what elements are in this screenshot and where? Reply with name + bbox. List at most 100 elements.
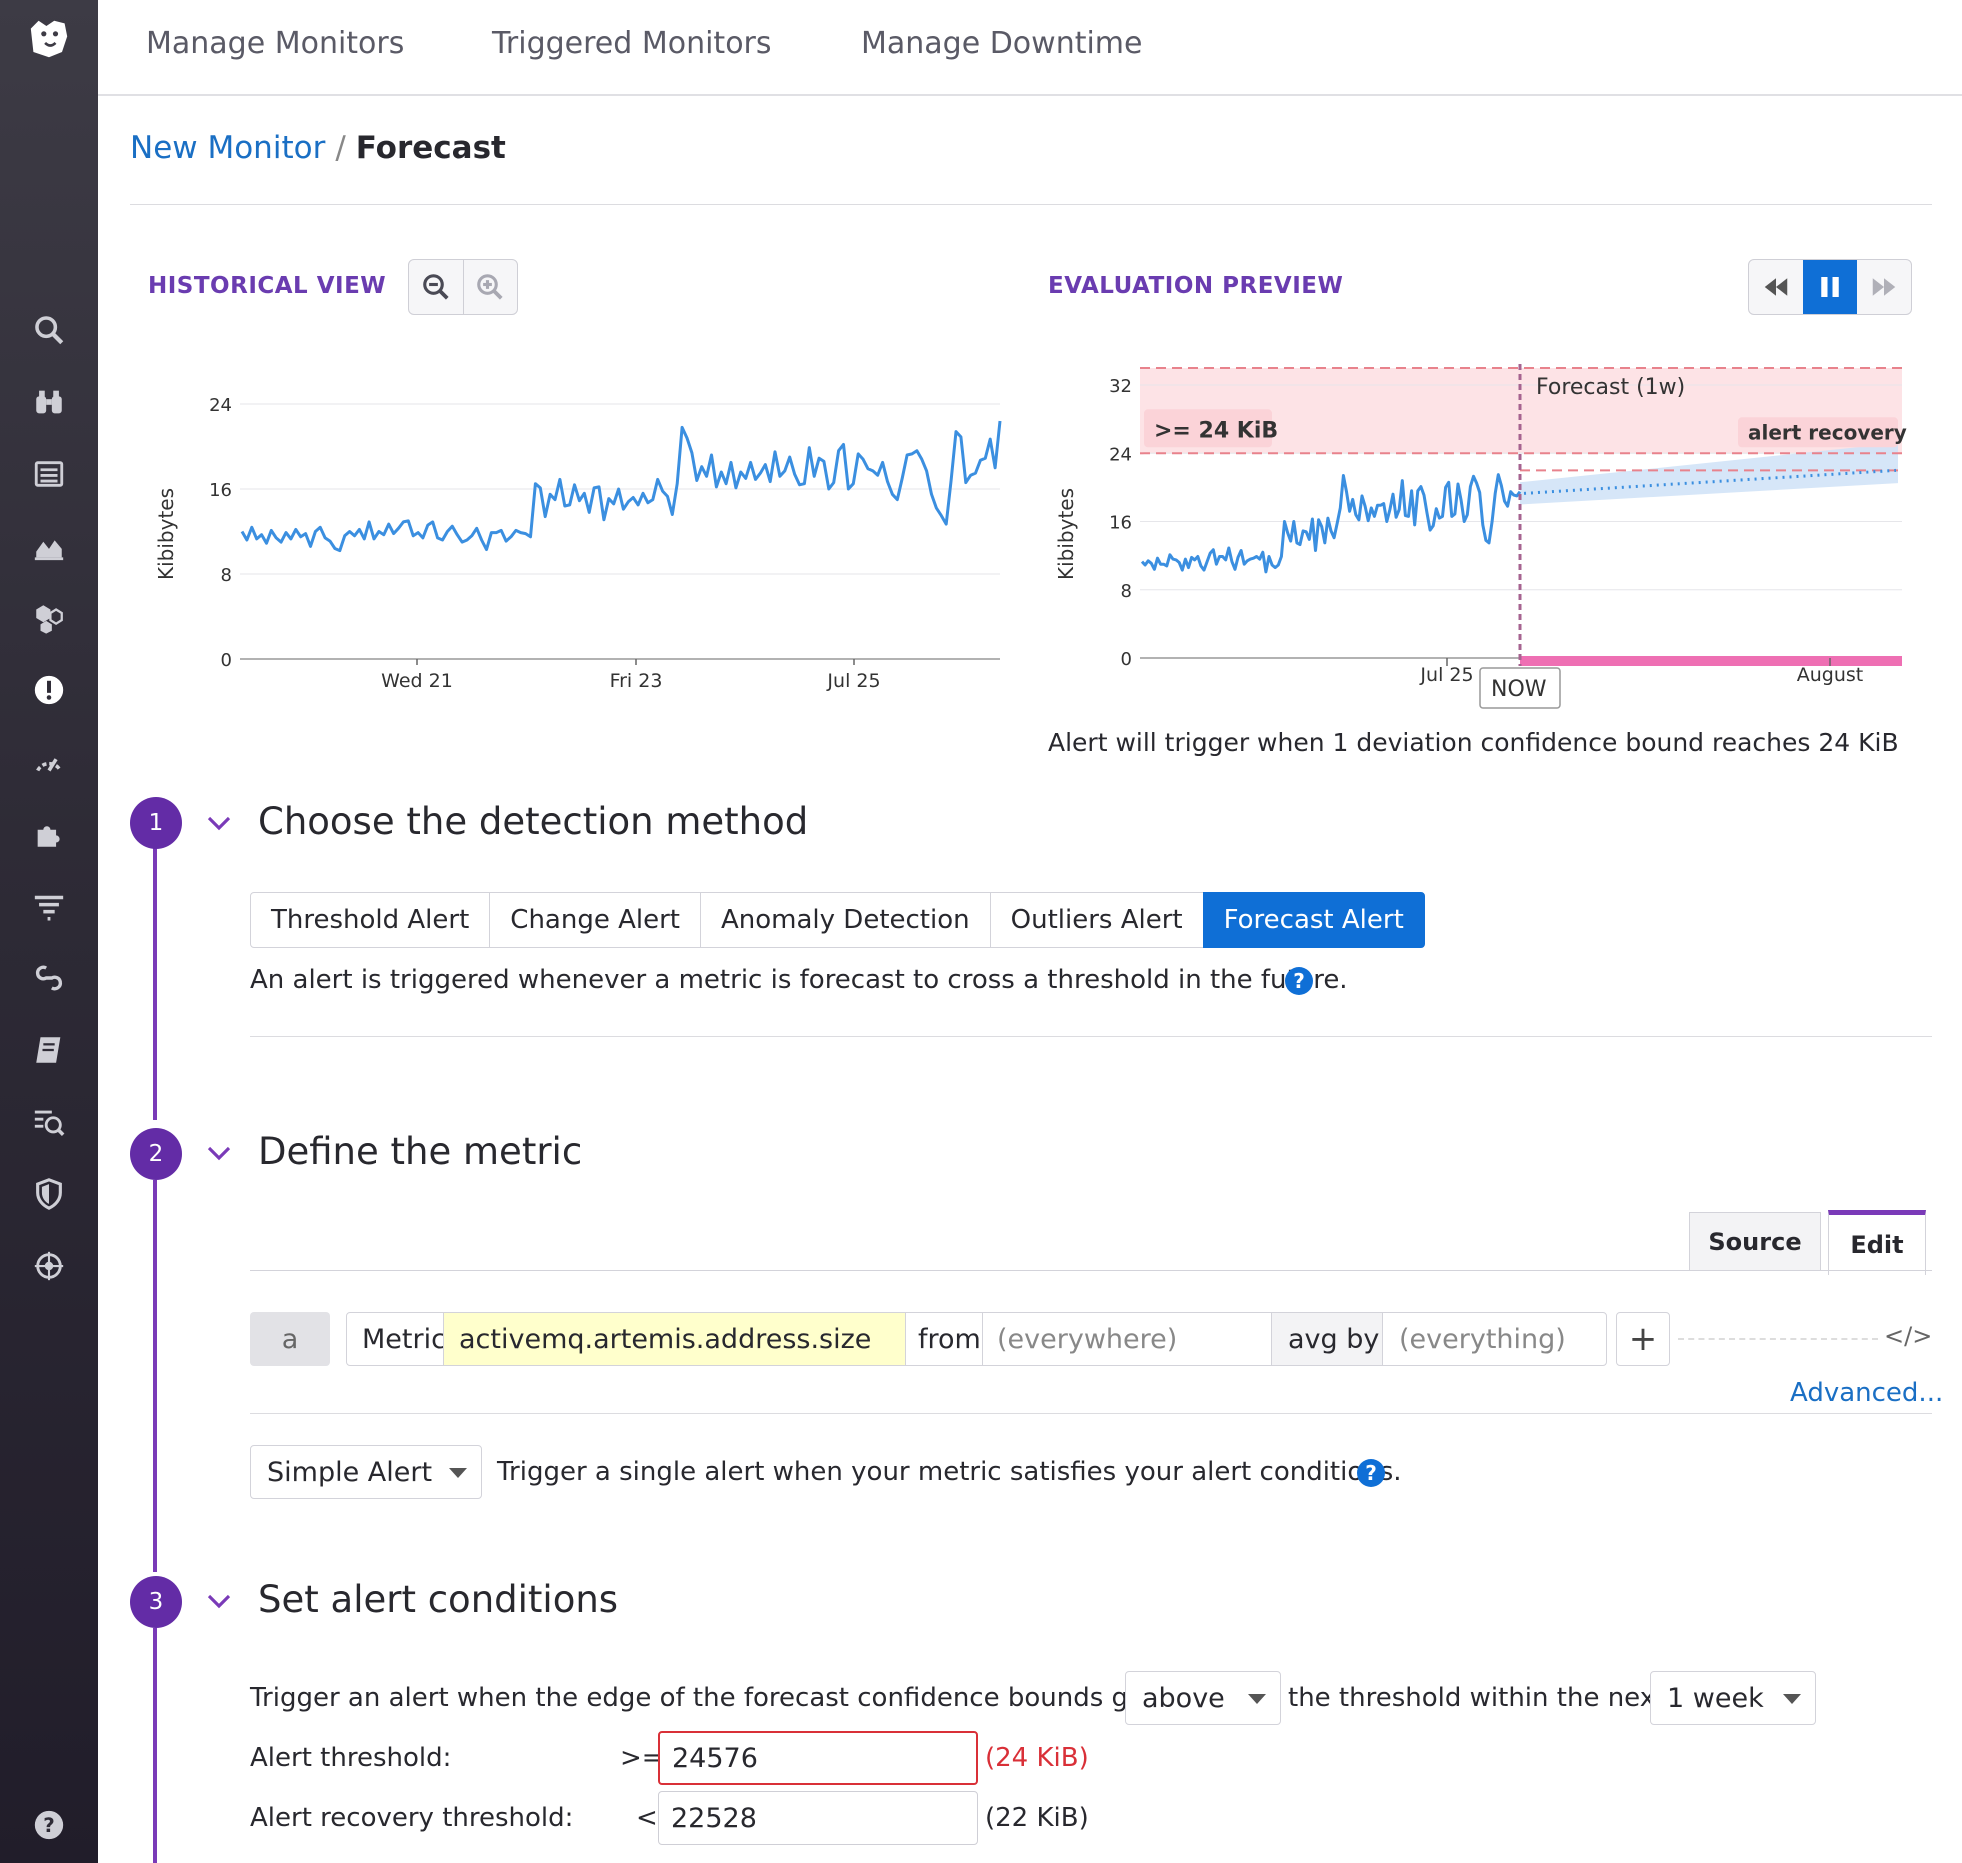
link-icon[interactable] <box>24 953 74 1003</box>
tab-manage-monitors[interactable]: Manage Monitors <box>146 26 405 61</box>
integrations-icon[interactable] <box>24 593 74 643</box>
avg-by-input[interactable]: (everything) <box>1382 1312 1607 1366</box>
chevron-down-icon <box>1783 1694 1801 1704</box>
rewind-button[interactable] <box>1749 260 1803 314</box>
threshold-label: >= 24 KiB <box>1154 418 1278 443</box>
change-alert-button[interactable]: Change Alert <box>489 892 701 948</box>
zoom-out-button[interactable] <box>409 260 463 314</box>
help-icon[interactable]: ? <box>24 1800 74 1850</box>
recovery-threshold-unit: (22 KiB) <box>985 1803 1089 1833</box>
breadcrumb-separator: / <box>335 130 346 166</box>
alert-threshold-input[interactable]: 24576 <box>658 1731 978 1785</box>
now-badge <box>1479 667 1561 709</box>
forecast-alert-button[interactable]: Forecast Alert <box>1202 892 1425 948</box>
zoom-controls <box>408 259 518 315</box>
notebooks-icon[interactable] <box>24 1025 74 1075</box>
future-window-bar <box>1520 656 1902 666</box>
preview-y-tick-label: 24 <box>1109 444 1132 465</box>
puzzle-icon[interactable] <box>24 809 74 859</box>
from-label: from <box>905 1312 983 1366</box>
metric-input[interactable]: activemq.artemis.address.size <box>443 1312 906 1366</box>
step-connector-3 <box>153 1628 157 1863</box>
from-input[interactable]: (everywhere) <box>982 1312 1272 1366</box>
apm-icon[interactable] <box>24 737 74 787</box>
window-value: 1 week <box>1667 1682 1764 1714</box>
add-query-button[interactable]: + <box>1616 1312 1670 1366</box>
alert-type-value: Simple Alert <box>267 1456 433 1488</box>
threshold-alert-button[interactable]: Threshold Alert <box>250 892 491 948</box>
code-view-icon[interactable]: </> <box>1884 1322 1933 1350</box>
forecast-label: Forecast (1w) <box>1536 375 1685 400</box>
evaluation-preview-chart: 0 8 16 24 32 Jul 25 August >= 24 KiB Forecast… <box>1054 364 1907 709</box>
historical-y-tick-label: 16 <box>209 480 232 501</box>
historical-series-line <box>240 420 1002 553</box>
method-description: An alert is triggered whenever a metric … <box>250 965 1348 995</box>
edit-tab[interactable]: Edit <box>1828 1210 1926 1275</box>
tab-triggered-monitors[interactable]: Triggered Monitors <box>492 26 772 61</box>
tabs-baseline <box>250 1270 1932 1271</box>
threshold-badge <box>1144 409 1272 448</box>
historical-x-tick-label: Jul 25 <box>826 670 880 692</box>
monitors-icon[interactable] <box>24 665 74 715</box>
zoom-out-icon <box>422 274 449 300</box>
network-icon[interactable] <box>24 1241 74 1291</box>
preview-x-tick-label: Jul 25 <box>1419 664 1473 686</box>
synthetics-icon[interactable] <box>24 1097 74 1147</box>
query-label: a <box>250 1312 330 1366</box>
alert-threshold-unit: (24 KiB) <box>985 1743 1089 1773</box>
query-divider <box>250 1413 1932 1414</box>
direction-select[interactable]: above <box>1125 1671 1281 1725</box>
anomaly-detection-button[interactable]: Anomaly Detection <box>700 892 991 948</box>
step-3-chevron-icon[interactable] <box>204 1586 234 1616</box>
sidebar: ? <box>0 0 98 1863</box>
preview-y-tick-label: 8 <box>1121 581 1132 602</box>
step-2-chevron-icon[interactable] <box>204 1138 234 1168</box>
page-title: Forecast <box>355 130 506 166</box>
chevron-down-icon <box>449 1468 467 1478</box>
pause-button[interactable] <box>1803 260 1857 314</box>
zoom-in-button[interactable] <box>462 260 518 314</box>
forecast-confidence-band <box>1520 443 1898 505</box>
datadog-logo-icon[interactable] <box>20 10 78 68</box>
actual-series-line <box>1140 473 1522 574</box>
alert-threshold-operator: >= <box>620 1743 664 1773</box>
alert-threshold-label: Alert threshold: <box>250 1743 452 1773</box>
fast-forward-button[interactable] <box>1857 260 1911 314</box>
alert-type-help-icon[interactable]: ? <box>1357 1459 1385 1487</box>
zoom-in-icon <box>477 274 503 300</box>
condition-sentence-part1: Trigger an alert when the edge of the fo… <box>250 1683 1174 1713</box>
search-icon[interactable] <box>24 305 74 355</box>
metrics-icon[interactable] <box>24 521 74 571</box>
avg-by-label: avg by <box>1271 1312 1383 1366</box>
binoculars-icon[interactable] <box>24 377 74 427</box>
alert-type-select[interactable]: Simple Alert <box>250 1445 482 1499</box>
query-row-dashed-line <box>1678 1338 1878 1340</box>
metric-label: Metric <box>346 1312 446 1366</box>
tab-manage-downtime[interactable]: Manage Downtime <box>861 26 1143 61</box>
historical-x-tick-label: Wed 21 <box>381 670 453 692</box>
step-2-number: 2 <box>130 1128 182 1180</box>
pause-icon <box>1821 277 1839 297</box>
now-label: NOW <box>1491 677 1547 702</box>
window-select[interactable]: 1 week <box>1650 1671 1816 1725</box>
playback-controls <box>1748 259 1912 315</box>
breadcrumb-new-monitor-link[interactable]: New Monitor <box>130 130 326 166</box>
preview-caption: Alert will trigger when 1 deviation conf… <box>1048 728 1899 757</box>
metric-query-row: a Metric activemq.artemis.address.size f… <box>250 1312 1933 1370</box>
dashboards-icon[interactable] <box>24 449 74 499</box>
step-1-chevron-icon[interactable] <box>204 808 234 838</box>
advanced-link[interactable]: Advanced... <box>1790 1378 1944 1408</box>
source-tab[interactable]: Source <box>1689 1212 1821 1271</box>
historical-x-tick-label: Fri 23 <box>610 670 663 692</box>
logs-icon[interactable] <box>24 881 74 931</box>
preview-y-axis-label: Kibibytes <box>1054 488 1078 580</box>
direction-value: above <box>1142 1682 1225 1714</box>
method-help-icon[interactable]: ? <box>1285 967 1313 995</box>
recovery-label: alert recovery <box>1748 420 1907 444</box>
step-1-number: 1 <box>130 797 182 849</box>
recovery-threshold-input[interactable]: 22528 <box>658 1791 978 1845</box>
top-nav: Manage Monitors Triggered Monitors Manag… <box>98 0 1962 96</box>
detection-method-selector: Threshold Alert Change Alert Anomaly Det… <box>250 892 1425 948</box>
outliers-alert-button[interactable]: Outliers Alert <box>989 892 1204 948</box>
security-shield-icon[interactable] <box>24 1169 74 1219</box>
